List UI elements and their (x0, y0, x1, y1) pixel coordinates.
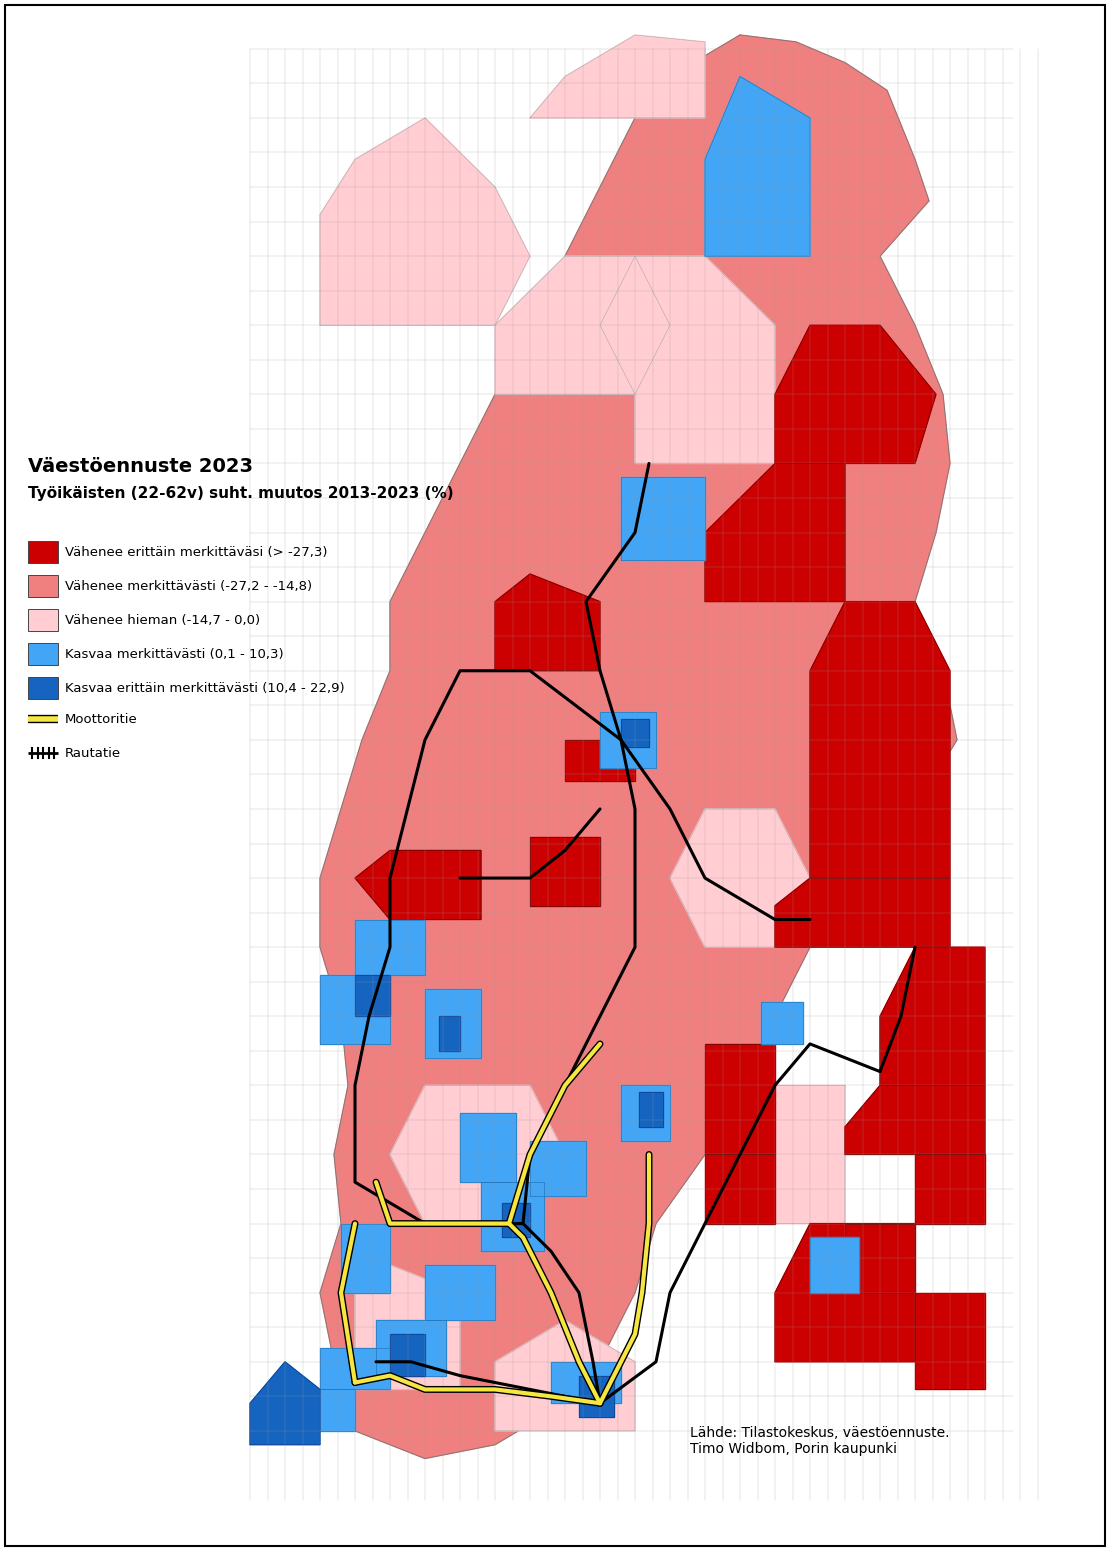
Polygon shape (740, 1086, 845, 1224)
Polygon shape (495, 1320, 635, 1432)
Polygon shape (425, 1266, 495, 1320)
Polygon shape (551, 1362, 620, 1404)
Polygon shape (495, 256, 670, 394)
Polygon shape (390, 1086, 565, 1224)
Polygon shape (775, 1224, 915, 1362)
Text: Kasvaa merkittävästi (0,1 - 10,3): Kasvaa merkittävästi (0,1 - 10,3) (65, 647, 284, 661)
Polygon shape (601, 256, 775, 464)
Polygon shape (761, 1002, 803, 1044)
Polygon shape (529, 836, 601, 906)
Polygon shape (529, 1140, 586, 1196)
Polygon shape (320, 36, 957, 1458)
Polygon shape (705, 1044, 775, 1154)
Bar (28, 644, 58, 665)
Polygon shape (355, 976, 390, 1016)
Polygon shape (845, 1224, 915, 1292)
Polygon shape (579, 1376, 614, 1418)
Polygon shape (845, 1086, 985, 1154)
Bar (28, 610, 58, 631)
Polygon shape (775, 326, 936, 464)
Polygon shape (705, 1154, 775, 1224)
Polygon shape (376, 1320, 446, 1376)
Polygon shape (355, 1266, 460, 1390)
Text: Kasvaa erittäin merkittävästi (10,4 - 22,9): Kasvaa erittäin merkittävästi (10,4 - 22… (65, 681, 344, 695)
Polygon shape (320, 976, 390, 1044)
Polygon shape (810, 602, 950, 878)
Polygon shape (915, 1292, 985, 1390)
Polygon shape (529, 36, 705, 118)
Bar (28, 541, 58, 563)
Text: Vähenee hieman (-14,7 - 0,0): Vähenee hieman (-14,7 - 0,0) (65, 614, 260, 627)
Polygon shape (565, 740, 635, 782)
Text: Lähde: Tilastokeskus, väestöennuste.
Timo Widbom, Porin kaupunki: Lähde: Tilastokeskus, väestöennuste. Tim… (690, 1425, 949, 1456)
Polygon shape (502, 1204, 529, 1238)
Polygon shape (775, 878, 950, 948)
Polygon shape (438, 1016, 460, 1052)
Polygon shape (620, 478, 705, 560)
Polygon shape (638, 1092, 663, 1128)
Polygon shape (355, 850, 481, 920)
Polygon shape (481, 1182, 544, 1252)
Text: Väestöennuste 2023: Väestöennuste 2023 (28, 458, 253, 476)
Polygon shape (495, 574, 601, 670)
Text: Vähenee erittäin merkittäväsi (> -27,3): Vähenee erittäin merkittäväsi (> -27,3) (65, 546, 327, 558)
Polygon shape (670, 810, 810, 948)
Text: Moottoritie: Moottoritie (65, 712, 138, 726)
Text: Työikäisten (22-62v) suht. muutos 2013-2023 (%): Työikäisten (22-62v) suht. muutos 2013-2… (28, 485, 454, 501)
Polygon shape (250, 1362, 320, 1444)
Polygon shape (620, 720, 649, 746)
Text: Vähenee merkittävästi (-27,2 - -14,8): Vähenee merkittävästi (-27,2 - -14,8) (65, 580, 312, 592)
Text: Rautatie: Rautatie (65, 746, 121, 760)
Polygon shape (705, 464, 845, 602)
Polygon shape (601, 712, 656, 768)
Bar (28, 575, 58, 597)
Polygon shape (320, 1348, 390, 1390)
Polygon shape (320, 118, 529, 326)
Polygon shape (390, 1334, 425, 1376)
Polygon shape (915, 1154, 985, 1224)
Polygon shape (705, 76, 810, 256)
Polygon shape (355, 920, 425, 976)
Polygon shape (341, 1224, 390, 1292)
Polygon shape (285, 1390, 355, 1432)
Polygon shape (425, 988, 481, 1058)
Polygon shape (880, 948, 985, 1086)
Polygon shape (460, 1114, 516, 1182)
Bar (28, 676, 58, 700)
Polygon shape (620, 1086, 670, 1140)
Polygon shape (810, 1238, 859, 1292)
